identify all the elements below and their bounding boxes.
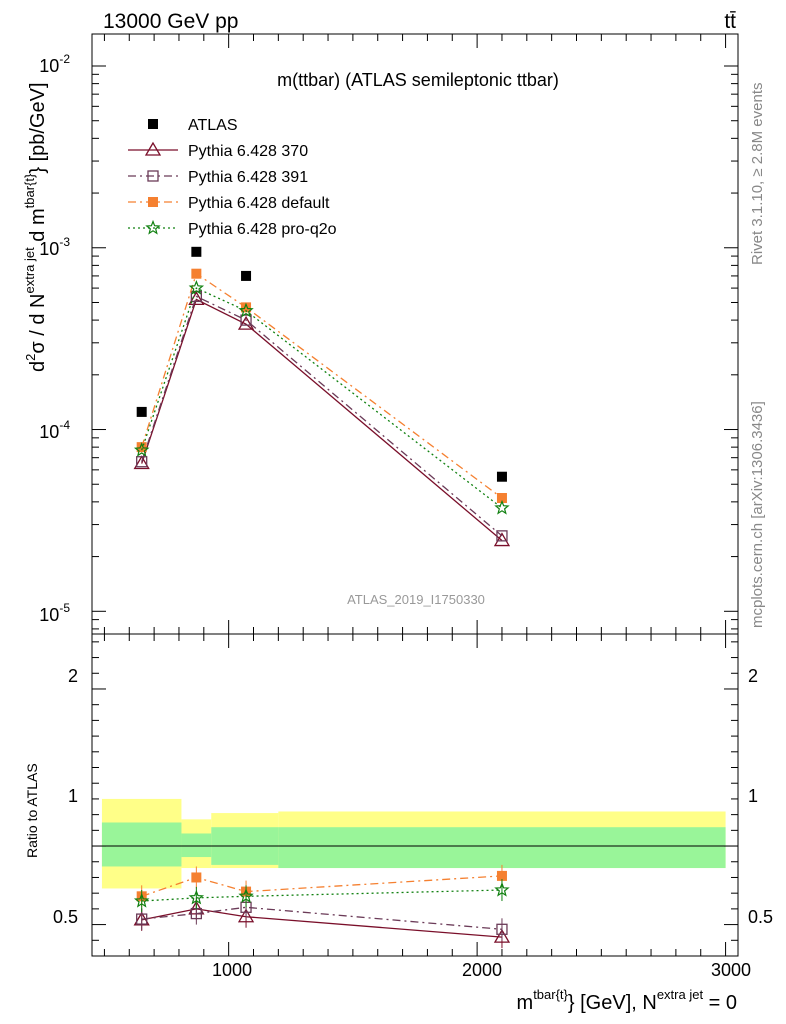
ratio-point (493, 928, 511, 943)
collision-energy-label: 13000 GeV pp (103, 10, 238, 33)
series-point (240, 314, 252, 326)
rivet-version-label: Rivet 3.1.10, ≥ 2.8M events (749, 83, 766, 266)
legend-label: Pythia 6.428 pro-q2o (188, 221, 337, 238)
x-axis-title: mtbar{t}} [GeV], Nextra jet = 0 (517, 987, 737, 1014)
legend-marker (144, 141, 162, 156)
ratio-series-line (141, 906, 503, 930)
legend-label: Pythia 6.428 370 (188, 143, 308, 160)
ratio-axis-ticks (92, 641, 738, 941)
y-tick-label-1e-3: 10-3 (39, 235, 70, 259)
analysis-watermark: ATLAS_2019_I1750330 (347, 592, 485, 607)
ratio-tick-left-1: 1 (68, 786, 78, 806)
ratio-panel-frame (91, 633, 739, 957)
x-tick-label-2000: 2000 (462, 960, 502, 980)
mcplots-label: mcplots.cern.ch [arXiv:1306.3436] (749, 401, 766, 628)
y-axis-title: d2σ / d Nextra jet d mtbar{t}} [pb/GeV] (22, 82, 49, 372)
x-tick-labels: 1000 2000 3000 (212, 960, 751, 980)
series-point (496, 493, 507, 504)
series-point (237, 315, 255, 330)
legend-marker (147, 170, 159, 182)
ratio-uncertainty-bands (92, 798, 738, 889)
series-point (136, 442, 147, 453)
series-point (133, 455, 150, 470)
plot-title: m(ttbar) (ATLAS semileptonic ttbar) (277, 70, 559, 90)
x-axis-ticks (103, 34, 727, 956)
ratio-point (496, 870, 507, 881)
main-axis-ticks (92, 65, 738, 630)
series-layer (133, 246, 511, 547)
process-label: tt̄ (724, 10, 736, 33)
legend-entry: ATLAS (148, 117, 238, 134)
ratio-inner-band (181, 833, 212, 858)
ratio-inner-band (278, 827, 726, 869)
y-tick-label-1e-4: 10-4 (39, 418, 70, 442)
series-point (191, 268, 202, 279)
ratio-point (188, 889, 205, 905)
x-tick-label-3000: 3000 (711, 960, 751, 980)
y-tick-label-1e-5: 10-5 (39, 601, 70, 625)
y-tick-label-1e-2: 10-2 (39, 52, 70, 76)
ratio-point (237, 908, 255, 923)
legend-marker (148, 197, 158, 207)
ratio-tick-left-0.5: 0.5 (53, 907, 78, 927)
data-point (496, 471, 507, 482)
series-line (141, 295, 503, 537)
ratio-point (136, 913, 148, 925)
legend-entry: Pythia 6.428 391 (128, 169, 308, 186)
data-point (191, 246, 202, 257)
ratio-point (191, 872, 202, 883)
x-tick-label-1000: 1000 (212, 960, 252, 980)
ratio-series-line (141, 908, 503, 938)
series-point (241, 302, 252, 313)
data-point (241, 270, 252, 281)
legend-marker (148, 119, 158, 129)
ratio-series-line (141, 875, 503, 897)
legend: ATLAS Pythia 6.428 370 Pythia 6.428 391 Pyt… (128, 117, 337, 238)
ratio-series-layer (133, 864, 511, 949)
ratio-point (494, 881, 510, 897)
main-y-tick-labels: 10-2 10-3 10-4 10-5 (39, 52, 70, 625)
series-line (141, 287, 503, 509)
series-line (141, 272, 503, 499)
ratio-tick-right-0.5: 0.5 (748, 907, 773, 927)
series-point (136, 456, 148, 468)
data-point (136, 406, 147, 417)
legend-label: ATLAS (188, 117, 238, 134)
legend-marker (145, 219, 161, 235)
series-point (238, 302, 254, 318)
ratio-point (238, 888, 254, 903)
series-line (141, 298, 503, 542)
legend-entry: Pythia 6.428 default (128, 195, 330, 212)
ratio-y-tick-labels: 2 1 0.5 2 1 0.5 (53, 666, 773, 927)
ratio-point (133, 892, 150, 908)
ratio-inner-band (101, 822, 182, 867)
ratio-tick-right-2: 2 (748, 666, 758, 686)
series-point (133, 442, 150, 457)
ratio-point (496, 923, 508, 935)
series-point (496, 530, 508, 542)
ratio-tick-right-1: 1 (748, 786, 758, 806)
legend-entry: Pythia 6.428 pro-q2o (128, 219, 337, 238)
series-point (188, 279, 205, 295)
legend-label: Pythia 6.428 391 (188, 169, 308, 186)
legend-label: Pythia 6.428 default (188, 195, 330, 212)
ratio-y-axis-title: Ratio to ATLAS (24, 763, 40, 858)
ratio-tick-left-2: 2 (68, 666, 78, 686)
series-point (494, 499, 510, 515)
series-point (493, 532, 511, 547)
legend-entry: Pythia 6.428 370 (128, 141, 308, 160)
